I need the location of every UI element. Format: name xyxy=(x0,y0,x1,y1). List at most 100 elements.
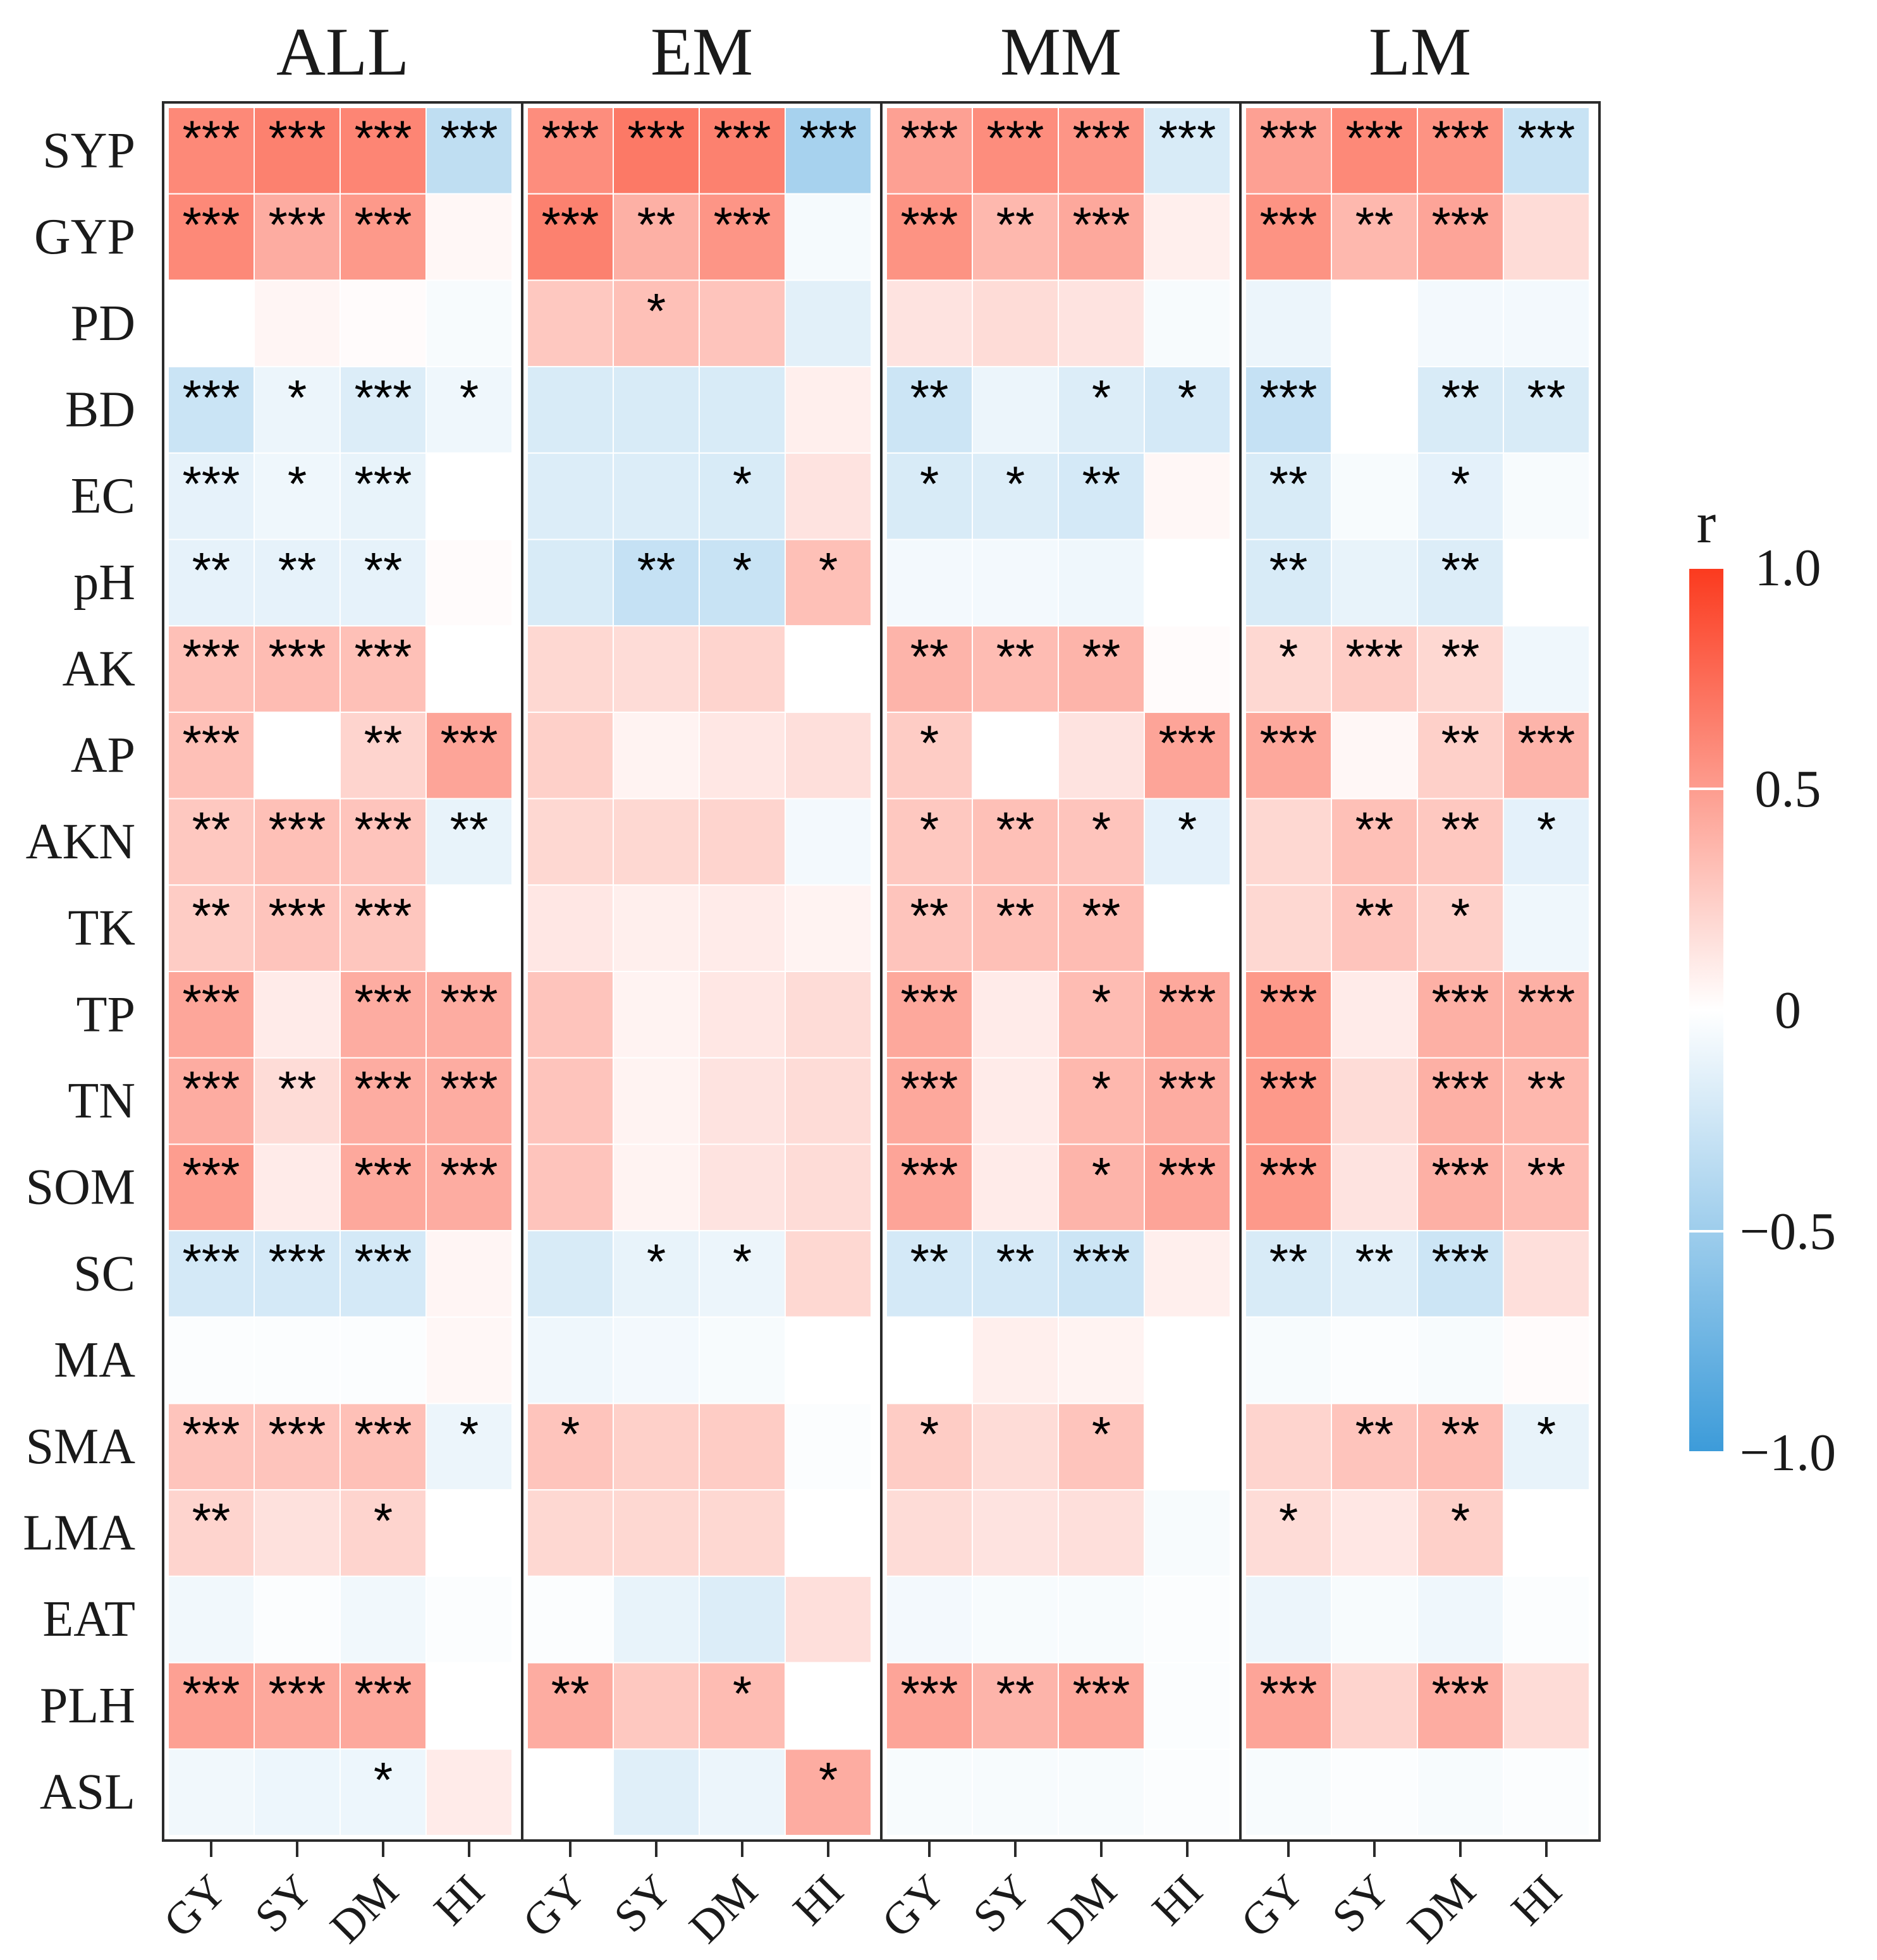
significance-mark: *** xyxy=(1072,1233,1130,1289)
heatmap-cell xyxy=(1245,1662,1332,1750)
heatmap-cell xyxy=(699,1575,786,1664)
heatmap-cell xyxy=(613,1748,700,1837)
significance-mark: *** xyxy=(986,110,1044,166)
significance-mark: * xyxy=(1092,1406,1111,1462)
significance-mark: * xyxy=(733,1233,752,1289)
y-tick-label: GYP xyxy=(34,209,135,265)
heatmap-cell xyxy=(339,279,427,368)
heatmap-cell xyxy=(168,1316,255,1404)
significance-mark: ** xyxy=(1355,801,1394,857)
heatmap-cell xyxy=(613,1230,700,1318)
significance-mark: *** xyxy=(182,456,240,511)
significance-mark: *** xyxy=(268,197,326,252)
significance-mark: ** xyxy=(192,542,231,598)
legend-tick-label: 0.5 xyxy=(1755,760,1821,819)
heatmap-cell xyxy=(1503,1316,1590,1404)
heatmap-cell xyxy=(1144,452,1231,540)
significance-mark: *** xyxy=(1259,197,1317,252)
significance-mark: ** xyxy=(996,1233,1035,1289)
significance-mark: *** xyxy=(182,1665,240,1721)
heatmap-cell xyxy=(972,193,1059,281)
x-tick-label: GY xyxy=(154,1865,236,1947)
heatmap-cell xyxy=(1058,1489,1145,1577)
heatmap-cell xyxy=(1331,625,1418,713)
significance-mark: *** xyxy=(1158,1061,1216,1116)
significance-mark: ** xyxy=(364,542,403,598)
heatmap-cell xyxy=(785,798,872,886)
heatmap-cell xyxy=(1331,971,1418,1059)
significance-mark: *** xyxy=(900,197,958,252)
significance-mark: * xyxy=(1537,1406,1556,1462)
heatmap-cell xyxy=(425,1575,513,1664)
y-tick-label: MA xyxy=(54,1332,135,1388)
significance-mark: *** xyxy=(182,1061,240,1116)
significance-mark: *** xyxy=(182,197,240,252)
significance-mark: ** xyxy=(1355,1233,1394,1289)
heatmap-cell xyxy=(527,1316,614,1404)
heatmap-cell xyxy=(785,1489,872,1577)
y-tick-label: BD xyxy=(65,382,135,437)
heatmap-cell xyxy=(339,1489,427,1577)
heatmap-cell xyxy=(1331,107,1418,195)
heatmap-cell xyxy=(168,1662,255,1750)
heatmap-cell xyxy=(1245,884,1332,973)
heatmap-cell xyxy=(613,1403,700,1491)
heatmap-cell xyxy=(785,1316,872,1404)
heatmap-cell xyxy=(254,1403,341,1491)
heatmap-cell xyxy=(613,884,700,973)
y-tick-label: PLH xyxy=(40,1678,135,1734)
heatmap-cell xyxy=(886,1748,973,1837)
heatmap-cell xyxy=(527,107,614,195)
heatmap-cell xyxy=(972,107,1059,195)
heatmap-cell xyxy=(527,884,614,973)
heatmap-cell xyxy=(425,798,513,886)
significance-mark: *** xyxy=(713,197,771,252)
significance-mark: * xyxy=(561,1406,580,1462)
y-tick-label: TK xyxy=(68,901,135,956)
heatmap-cell xyxy=(972,971,1059,1059)
heatmap-cell xyxy=(1417,366,1504,454)
heatmap-cell xyxy=(254,539,341,627)
significance-mark: *** xyxy=(1072,197,1130,252)
significance-mark: * xyxy=(1279,1492,1298,1548)
x-tick-label: SY xyxy=(245,1865,322,1942)
heatmap-cell xyxy=(1503,193,1590,281)
significance-mark: *** xyxy=(182,369,240,425)
significance-mark: ** xyxy=(192,801,231,857)
heatmap-cell xyxy=(254,884,341,973)
heatmap-cell xyxy=(425,193,513,281)
significance-mark: * xyxy=(1451,888,1470,944)
x-tick-label: SY xyxy=(604,1865,682,1942)
heatmap-cell xyxy=(254,1143,341,1232)
heatmap-cell xyxy=(425,1403,513,1491)
heatmap-cell xyxy=(339,539,427,627)
heatmap-cell xyxy=(886,1316,973,1404)
significance-mark: ** xyxy=(637,542,676,598)
heatmap-cell xyxy=(527,279,614,368)
significance-mark: *** xyxy=(440,715,498,770)
heatmap-cell xyxy=(254,798,341,886)
heatmap-cell xyxy=(339,1403,427,1491)
heatmap-cell xyxy=(886,971,973,1059)
panel-frame xyxy=(1239,101,1601,1842)
y-tick-label: pH xyxy=(73,555,135,611)
heatmap-cell xyxy=(972,452,1059,540)
heatmap-cell xyxy=(1503,711,1590,800)
significance-mark: *** xyxy=(1259,974,1317,1030)
heatmap-cell xyxy=(613,971,700,1059)
heatmap-cell xyxy=(1058,971,1145,1059)
significance-mark: *** xyxy=(799,110,857,166)
significance-mark: * xyxy=(647,1233,666,1289)
significance-mark: *** xyxy=(354,1233,412,1289)
heatmap-cell xyxy=(785,1403,872,1491)
heatmap-cell xyxy=(785,193,872,281)
significance-mark: * xyxy=(374,1492,393,1548)
heatmap-cell xyxy=(972,798,1059,886)
heatmap-cell xyxy=(699,1057,786,1145)
heatmap-cell xyxy=(785,366,872,454)
heatmap-cell xyxy=(613,625,700,713)
heatmap-cell xyxy=(168,452,255,540)
y-tick-label: SYP xyxy=(42,123,135,178)
heatmap-cell xyxy=(613,107,700,195)
heatmap-cell xyxy=(699,1403,786,1491)
